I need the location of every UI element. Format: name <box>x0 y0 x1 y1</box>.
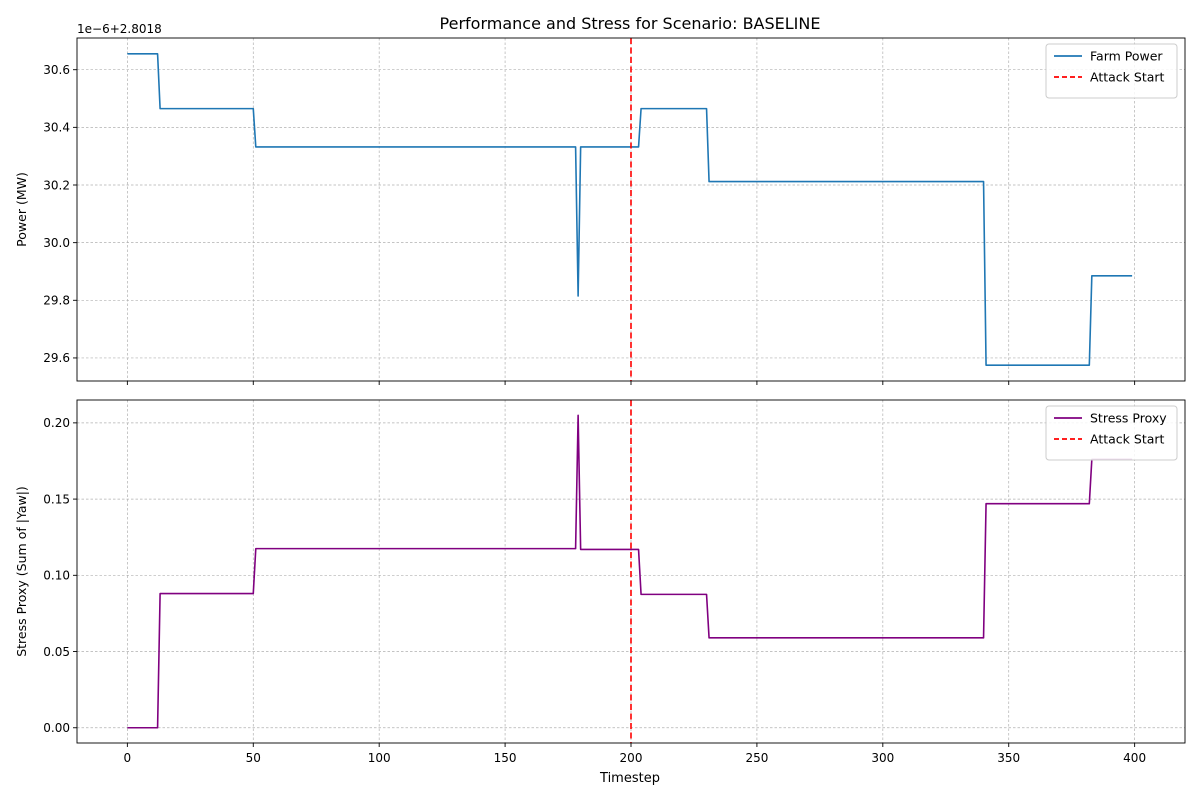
legend-label: Stress Proxy <box>1090 411 1167 426</box>
y-tick-label: 0.05 <box>43 645 70 659</box>
y-tick-label: 29.8 <box>43 294 70 308</box>
legend-label: Farm Power <box>1090 49 1163 64</box>
legend-box <box>1045 405 1178 461</box>
legend-box <box>1045 43 1178 99</box>
x-tick-label: 0 <box>124 751 132 765</box>
power-panel: 29.6 29.8 30.0 30.2 30.4 30.6 1e−6+2.8018 Power… <box>14 22 1186 385</box>
y-tick-label: 30.6 <box>43 63 70 77</box>
series-line-stress-proxy <box>127 414 1133 729</box>
figure-title: Performance and Stress for Scenario: BAS… <box>440 14 821 33</box>
y-tick-label: 30.2 <box>43 178 70 192</box>
x-tick-label: 350 <box>997 751 1020 765</box>
x-tick-label: 300 <box>871 751 894 765</box>
legend-label: Attack Start <box>1090 70 1165 85</box>
x-tick-label: 100 <box>368 751 391 765</box>
y-tick-label: 30.4 <box>43 121 70 135</box>
y-axis-label: Power (MW) <box>14 172 29 247</box>
y-tick-label: 0.20 <box>43 416 70 430</box>
x-tick-label: 150 <box>494 751 517 765</box>
stress-panel: 0 50 100 150 200 250 300 350 400 0.00 0.05 0.10 0.15… <box>14 399 1186 765</box>
y-offset-text: 1e−6+2.8018 <box>77 22 162 36</box>
legend: Farm Power Attack Start <box>1045 43 1178 99</box>
series-line-farm-power <box>127 53 1133 366</box>
x-tick-label: 400 <box>1123 751 1146 765</box>
legend: Stress Proxy Attack Start <box>1045 405 1178 461</box>
x-tick-label: 200 <box>620 751 643 765</box>
y-tick-label: 29.6 <box>43 351 70 365</box>
y-tick-label: 0.15 <box>43 492 70 506</box>
legend-label: Attack Start <box>1090 432 1165 447</box>
y-axis-label: Stress Proxy (Sum of |Yaw|) <box>14 486 29 657</box>
x-tick-label: 250 <box>745 751 768 765</box>
y-tick-label: 0.00 <box>43 721 70 735</box>
y-tick-label: 0.10 <box>43 569 70 583</box>
y-tick-label: 30.0 <box>43 236 70 250</box>
x-axis-label: Timestep <box>599 771 660 786</box>
x-tick-label: 50 <box>246 751 261 765</box>
